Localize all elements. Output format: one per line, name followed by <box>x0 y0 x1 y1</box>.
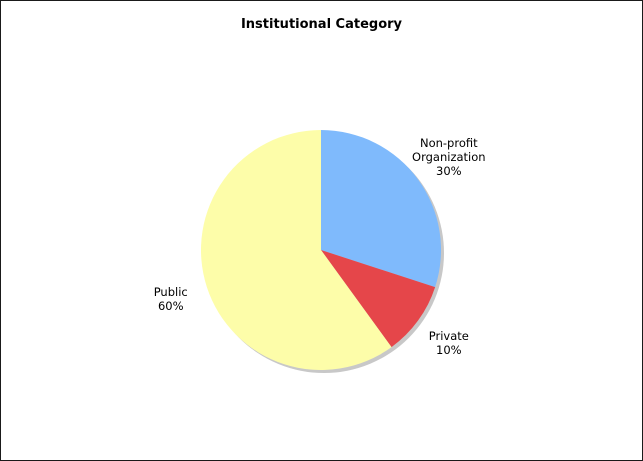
pie-label-private: Private 10% <box>429 329 469 357</box>
pie-label-public: Public 60% <box>154 285 188 313</box>
pie-label-percent: 10% <box>436 343 462 357</box>
pie-label-line: Public <box>154 285 188 299</box>
chart-title: Institutional Category <box>240 17 403 32</box>
pie-label-line: Non-profit <box>420 136 478 150</box>
pie-slice-private <box>321 250 436 348</box>
pie-label-percent: 60% <box>158 299 184 313</box>
pie-slice-public <box>200 130 392 370</box>
pie-label-percent: 30% <box>436 164 462 178</box>
pie-labels: Non-profit Organization 30% Private 10% Publi… <box>154 136 486 357</box>
pie-slices <box>200 130 442 370</box>
pie-slice-non-profit-organization <box>321 130 442 288</box>
pie-label-non-profit-organization: Non-profit Organization 30% <box>412 136 486 178</box>
pie-label-line: Organization <box>412 150 486 164</box>
pie-label-line: Private <box>429 329 469 343</box>
